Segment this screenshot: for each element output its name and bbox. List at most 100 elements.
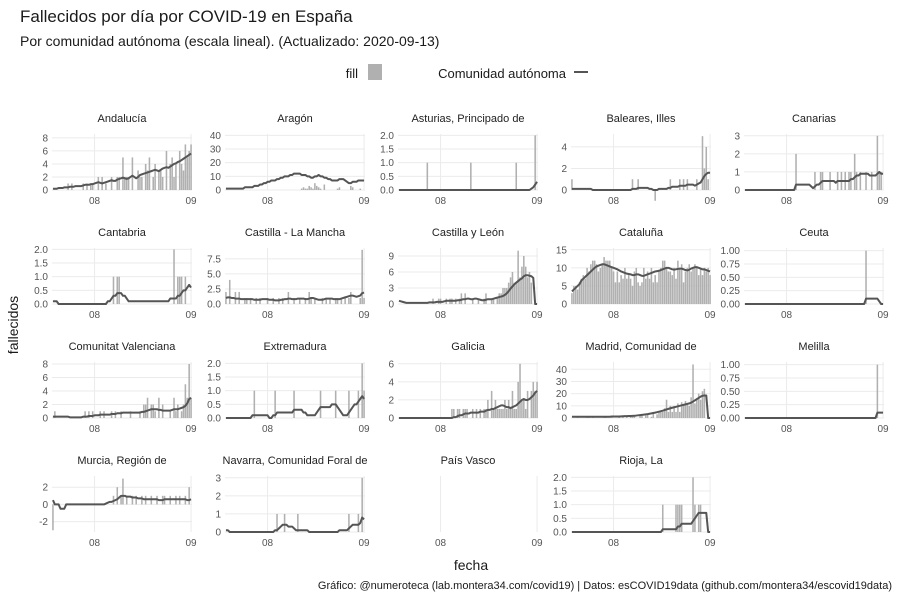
bar — [513, 408, 516, 418]
trend-line — [571, 394, 711, 419]
bar — [152, 404, 154, 418]
bar — [141, 176, 143, 190]
bar — [650, 416, 653, 418]
y-tick-label: 0.00 — [721, 300, 741, 311]
bar — [329, 297, 331, 304]
y-tick-label: 2 — [561, 164, 567, 175]
bar — [709, 275, 711, 304]
x-tick-label: 08 — [781, 196, 793, 207]
bar — [703, 267, 706, 304]
bar — [669, 179, 672, 190]
bar — [631, 285, 634, 304]
panel-asturias-principado-de: Asturias, Principado de 0.0 0.5 1.0 1.5 2.0 08… — [380, 113, 543, 207]
bar — [105, 183, 107, 190]
bar — [297, 513, 299, 532]
bar — [639, 414, 641, 418]
bar — [509, 408, 512, 418]
panel-title: Melilla — [798, 341, 830, 353]
y-tick-label: 20 — [556, 389, 568, 400]
bar — [304, 188, 307, 190]
bar — [500, 408, 502, 418]
bar — [336, 297, 339, 304]
bar — [680, 402, 683, 418]
y-tick-label: 0 — [734, 186, 740, 197]
bar — [526, 277, 529, 304]
panel-title: Andalucía — [98, 113, 148, 125]
bar — [671, 275, 673, 304]
bar — [266, 297, 269, 304]
y-tick-label: 6 — [42, 146, 48, 157]
trend-line — [52, 283, 192, 305]
x-tick-label: 09 — [877, 424, 889, 435]
x-axis-title: fecha — [454, 557, 488, 573]
bar — [249, 297, 252, 304]
y-tick-label: 4 — [42, 387, 48, 398]
y-tick-label: 8 — [42, 360, 48, 371]
y-tick-label: 0.5 — [380, 172, 394, 183]
bar — [658, 271, 660, 304]
x-tick-label: 09 — [877, 196, 889, 207]
bar — [496, 298, 499, 304]
x-tick-label: 08 — [89, 424, 101, 435]
panel-pais-vasco: País Vasco 08 09 — [435, 455, 543, 549]
bar — [363, 390, 365, 418]
bar — [707, 179, 709, 190]
bar — [319, 390, 322, 418]
bar — [686, 267, 689, 304]
bar — [312, 188, 314, 190]
bar — [616, 271, 619, 304]
bar — [684, 271, 687, 304]
bar — [169, 411, 172, 418]
bar — [682, 282, 685, 304]
bar — [110, 176, 113, 190]
bar — [699, 399, 702, 418]
panel-baleares-illes: Baleares, Illes 0 2 4 08 09 — [561, 113, 716, 207]
bar — [334, 297, 337, 304]
bar — [158, 170, 160, 190]
bar — [314, 297, 316, 304]
bar — [315, 185, 318, 190]
bar — [521, 399, 523, 418]
bar — [574, 285, 577, 304]
panel-title: Asturias, Principado de — [411, 113, 524, 125]
bar — [626, 416, 628, 418]
bar — [507, 399, 510, 418]
y-tick-label: 0.75 — [721, 260, 741, 271]
bar — [688, 405, 691, 418]
y-tick-label: 0.0 — [34, 300, 48, 311]
bar — [302, 187, 305, 190]
bar — [276, 513, 278, 532]
y-tick-label: 2 — [388, 395, 394, 406]
legend-fill-label: fill — [346, 66, 358, 81]
x-tick-label: 08 — [608, 424, 620, 435]
panel-extremadura: Extremadura 0.0 0.5 1.0 1.5 2.0 08 09 — [207, 341, 370, 435]
bar — [641, 415, 643, 418]
y-tick-label: 15 — [556, 245, 568, 256]
bar — [656, 414, 658, 418]
y-tick-label: 4 — [388, 377, 394, 388]
bar — [654, 190, 656, 201]
bar — [175, 163, 177, 190]
trend-line — [571, 263, 711, 293]
bar — [283, 513, 286, 532]
trend-line — [744, 170, 884, 191]
bar — [456, 408, 459, 418]
y-tick-label: 0 — [215, 528, 221, 539]
trend-line — [744, 411, 884, 419]
bar — [509, 277, 512, 304]
bar — [578, 282, 581, 304]
y-tick-label: 3 — [734, 131, 740, 142]
bar — [671, 411, 673, 418]
bar — [631, 416, 634, 418]
x-tick-label: 09 — [358, 310, 370, 321]
y-tick-label: 1.5 — [34, 259, 48, 270]
panel-navarra-comunidad-foral-de: Navarra, Comunidad Foral de 0 1 2 3 08 09 — [215, 455, 370, 549]
y-tick-label: -2 — [39, 517, 48, 528]
bar — [453, 408, 455, 418]
bar — [819, 171, 822, 190]
bar — [677, 260, 679, 304]
bar — [519, 277, 521, 304]
bar — [576, 289, 579, 304]
bar — [146, 170, 149, 190]
bar — [701, 275, 704, 304]
